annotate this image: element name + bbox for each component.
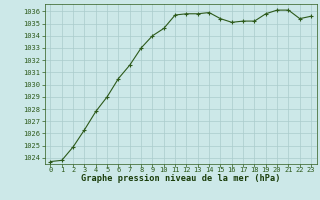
- X-axis label: Graphe pression niveau de la mer (hPa): Graphe pression niveau de la mer (hPa): [81, 174, 281, 183]
